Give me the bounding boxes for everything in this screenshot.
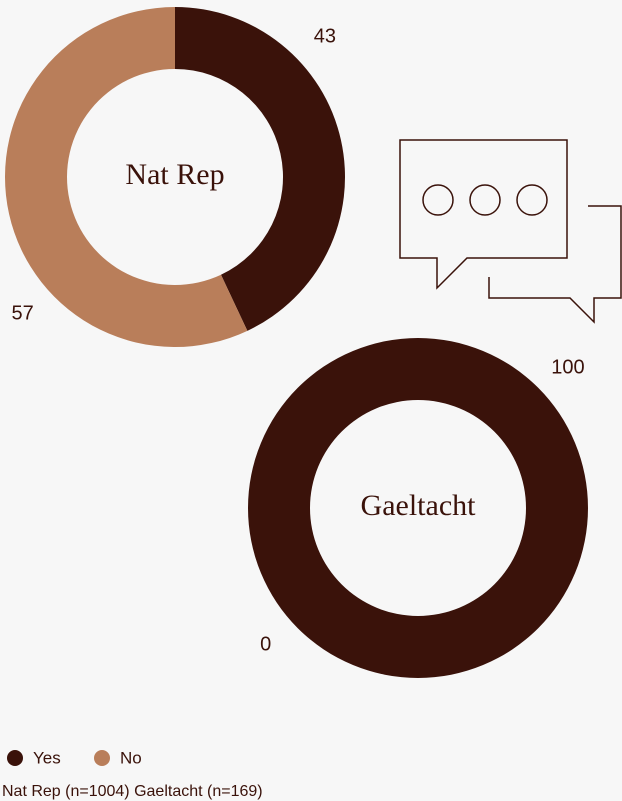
- value-label: 57: [12, 302, 34, 324]
- legend-swatch: [7, 750, 23, 766]
- chat-icon: [399, 139, 622, 324]
- note: Nat Rep (n=1004) Gaeltacht (n=169): [2, 783, 263, 800]
- legend-label: No: [120, 748, 142, 767]
- donut-segment: [5, 7, 248, 347]
- donut-segment: [175, 7, 346, 331]
- value-label: 100: [551, 356, 584, 378]
- donut-segment: [248, 338, 588, 678]
- value-label: 43: [314, 25, 336, 47]
- legend-swatch: [94, 750, 110, 766]
- value-label: 0: [260, 633, 271, 655]
- donut-title: Nat Rep: [125, 158, 224, 191]
- donut-title: Gaeltacht: [361, 489, 477, 522]
- legend-label: Yes: [33, 748, 61, 767]
